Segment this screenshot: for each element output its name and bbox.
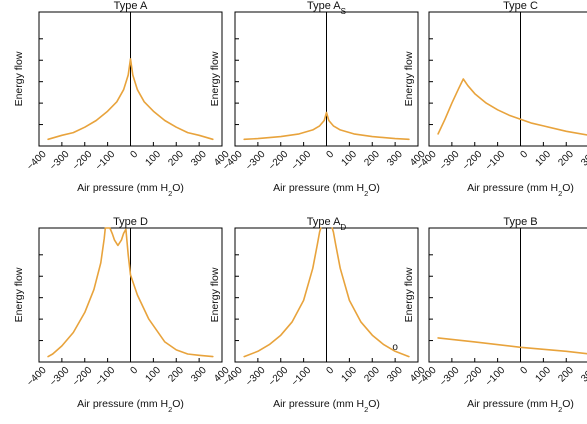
x-tick-label: 100	[339, 149, 359, 169]
x-tick-label: −100	[484, 365, 508, 389]
y-axis-label: Energy flow	[209, 267, 221, 322]
energy-flow-curve-1	[243, 111, 410, 141]
x-tick-label: −300	[438, 149, 462, 173]
x-tick-label: −100	[94, 149, 118, 173]
energy-flow-curve-1	[47, 58, 214, 141]
x-tick-label: 100	[143, 365, 163, 385]
chart-title: Type C	[503, 0, 538, 12]
x-tick-label: 300	[189, 149, 209, 169]
chart-title: Type AD	[307, 216, 347, 232]
x-tick-label: 300	[385, 365, 405, 385]
x-tick-label: −100	[290, 149, 314, 173]
chart-panel-5: Type AD−400 −300 −200 −100 0 100 200 300 400Air …	[209, 216, 428, 414]
y-axis-label: Energy flow	[13, 267, 25, 322]
energy-flow-curve-1	[243, 227, 322, 358]
x-axis-label: Air pressure (mm H2O)	[467, 182, 574, 198]
y-axis-label: Energy flow	[403, 51, 415, 106]
x-tick-label: 200	[166, 149, 186, 169]
energy-flow-curve-2	[331, 227, 410, 358]
x-axis-label: Air pressure (mm H2O)	[467, 398, 574, 414]
x-tick-label: 300	[189, 365, 209, 385]
x-tick-label: 200	[362, 365, 382, 385]
x-tick-label: −100	[94, 365, 118, 389]
y-axis-label: Energy flow	[209, 51, 221, 106]
y-axis-label: Energy flow	[403, 267, 415, 322]
chart-title: Type D	[113, 216, 148, 228]
x-tick-label: 100	[533, 149, 553, 169]
chart-title: Type A	[114, 0, 148, 12]
x-axis-label: Air pressure (mm H2O)	[273, 398, 380, 414]
chart-title: Type B	[503, 216, 537, 228]
x-tick-label: −300	[48, 149, 72, 173]
plot-frame	[428, 227, 587, 363]
x-tick-label: 0	[128, 365, 140, 377]
x-tick-label: 200	[556, 365, 576, 385]
x-tick-label: −100	[484, 149, 508, 173]
x-tick-label: 100	[143, 149, 163, 169]
energy-flow-curve-1	[437, 78, 587, 136]
x-tick-label: 0	[128, 149, 140, 161]
x-tick-label: 200	[166, 365, 186, 385]
y-axis-label: Energy flow	[13, 51, 25, 106]
x-tick-label: 0	[518, 365, 530, 377]
x-tick-label: 100	[339, 365, 359, 385]
x-tick-label: −100	[290, 365, 314, 389]
x-tick-label: 100	[533, 365, 553, 385]
plot-frame	[428, 11, 587, 147]
energy-flow-curve-1	[437, 337, 587, 355]
x-axis-label: Air pressure (mm H2O)	[77, 398, 184, 414]
x-tick-label: −400	[25, 149, 49, 173]
x-tick-label: 0	[324, 365, 336, 377]
x-tick-label: −200	[71, 149, 95, 173]
x-tick-label: −200	[267, 365, 291, 389]
chart-title: Type AS	[307, 0, 346, 16]
x-tick-label: −300	[48, 365, 72, 389]
x-tick-label: −200	[461, 149, 485, 173]
x-tick-label: −200	[267, 149, 291, 173]
x-tick-label: 300	[579, 149, 587, 169]
x-tick-label: −300	[438, 365, 462, 389]
x-tick-label: 300	[579, 365, 587, 385]
x-tick-label: −300	[244, 149, 268, 173]
x-axis-label: Air pressure (mm H2O)	[77, 182, 184, 198]
x-tick-label: 0	[324, 149, 336, 161]
x-axis-label: Air pressure (mm H2O)	[273, 182, 380, 198]
energy-flow-curve-1	[47, 227, 214, 358]
x-tick-label: 300	[385, 149, 405, 169]
curve-annotation: o	[392, 342, 398, 353]
x-tick-label: −400	[25, 365, 49, 389]
x-tick-label: −300	[244, 365, 268, 389]
x-tick-label: −200	[71, 365, 95, 389]
x-tick-label: 200	[556, 149, 576, 169]
chart-panel-2: Type AS−400 −300 −200 −100 0 100 200 300 400Air …	[209, 0, 428, 198]
x-tick-label: 0	[518, 149, 530, 161]
x-tick-label: −200	[461, 365, 485, 389]
x-tick-label: 200	[362, 149, 382, 169]
